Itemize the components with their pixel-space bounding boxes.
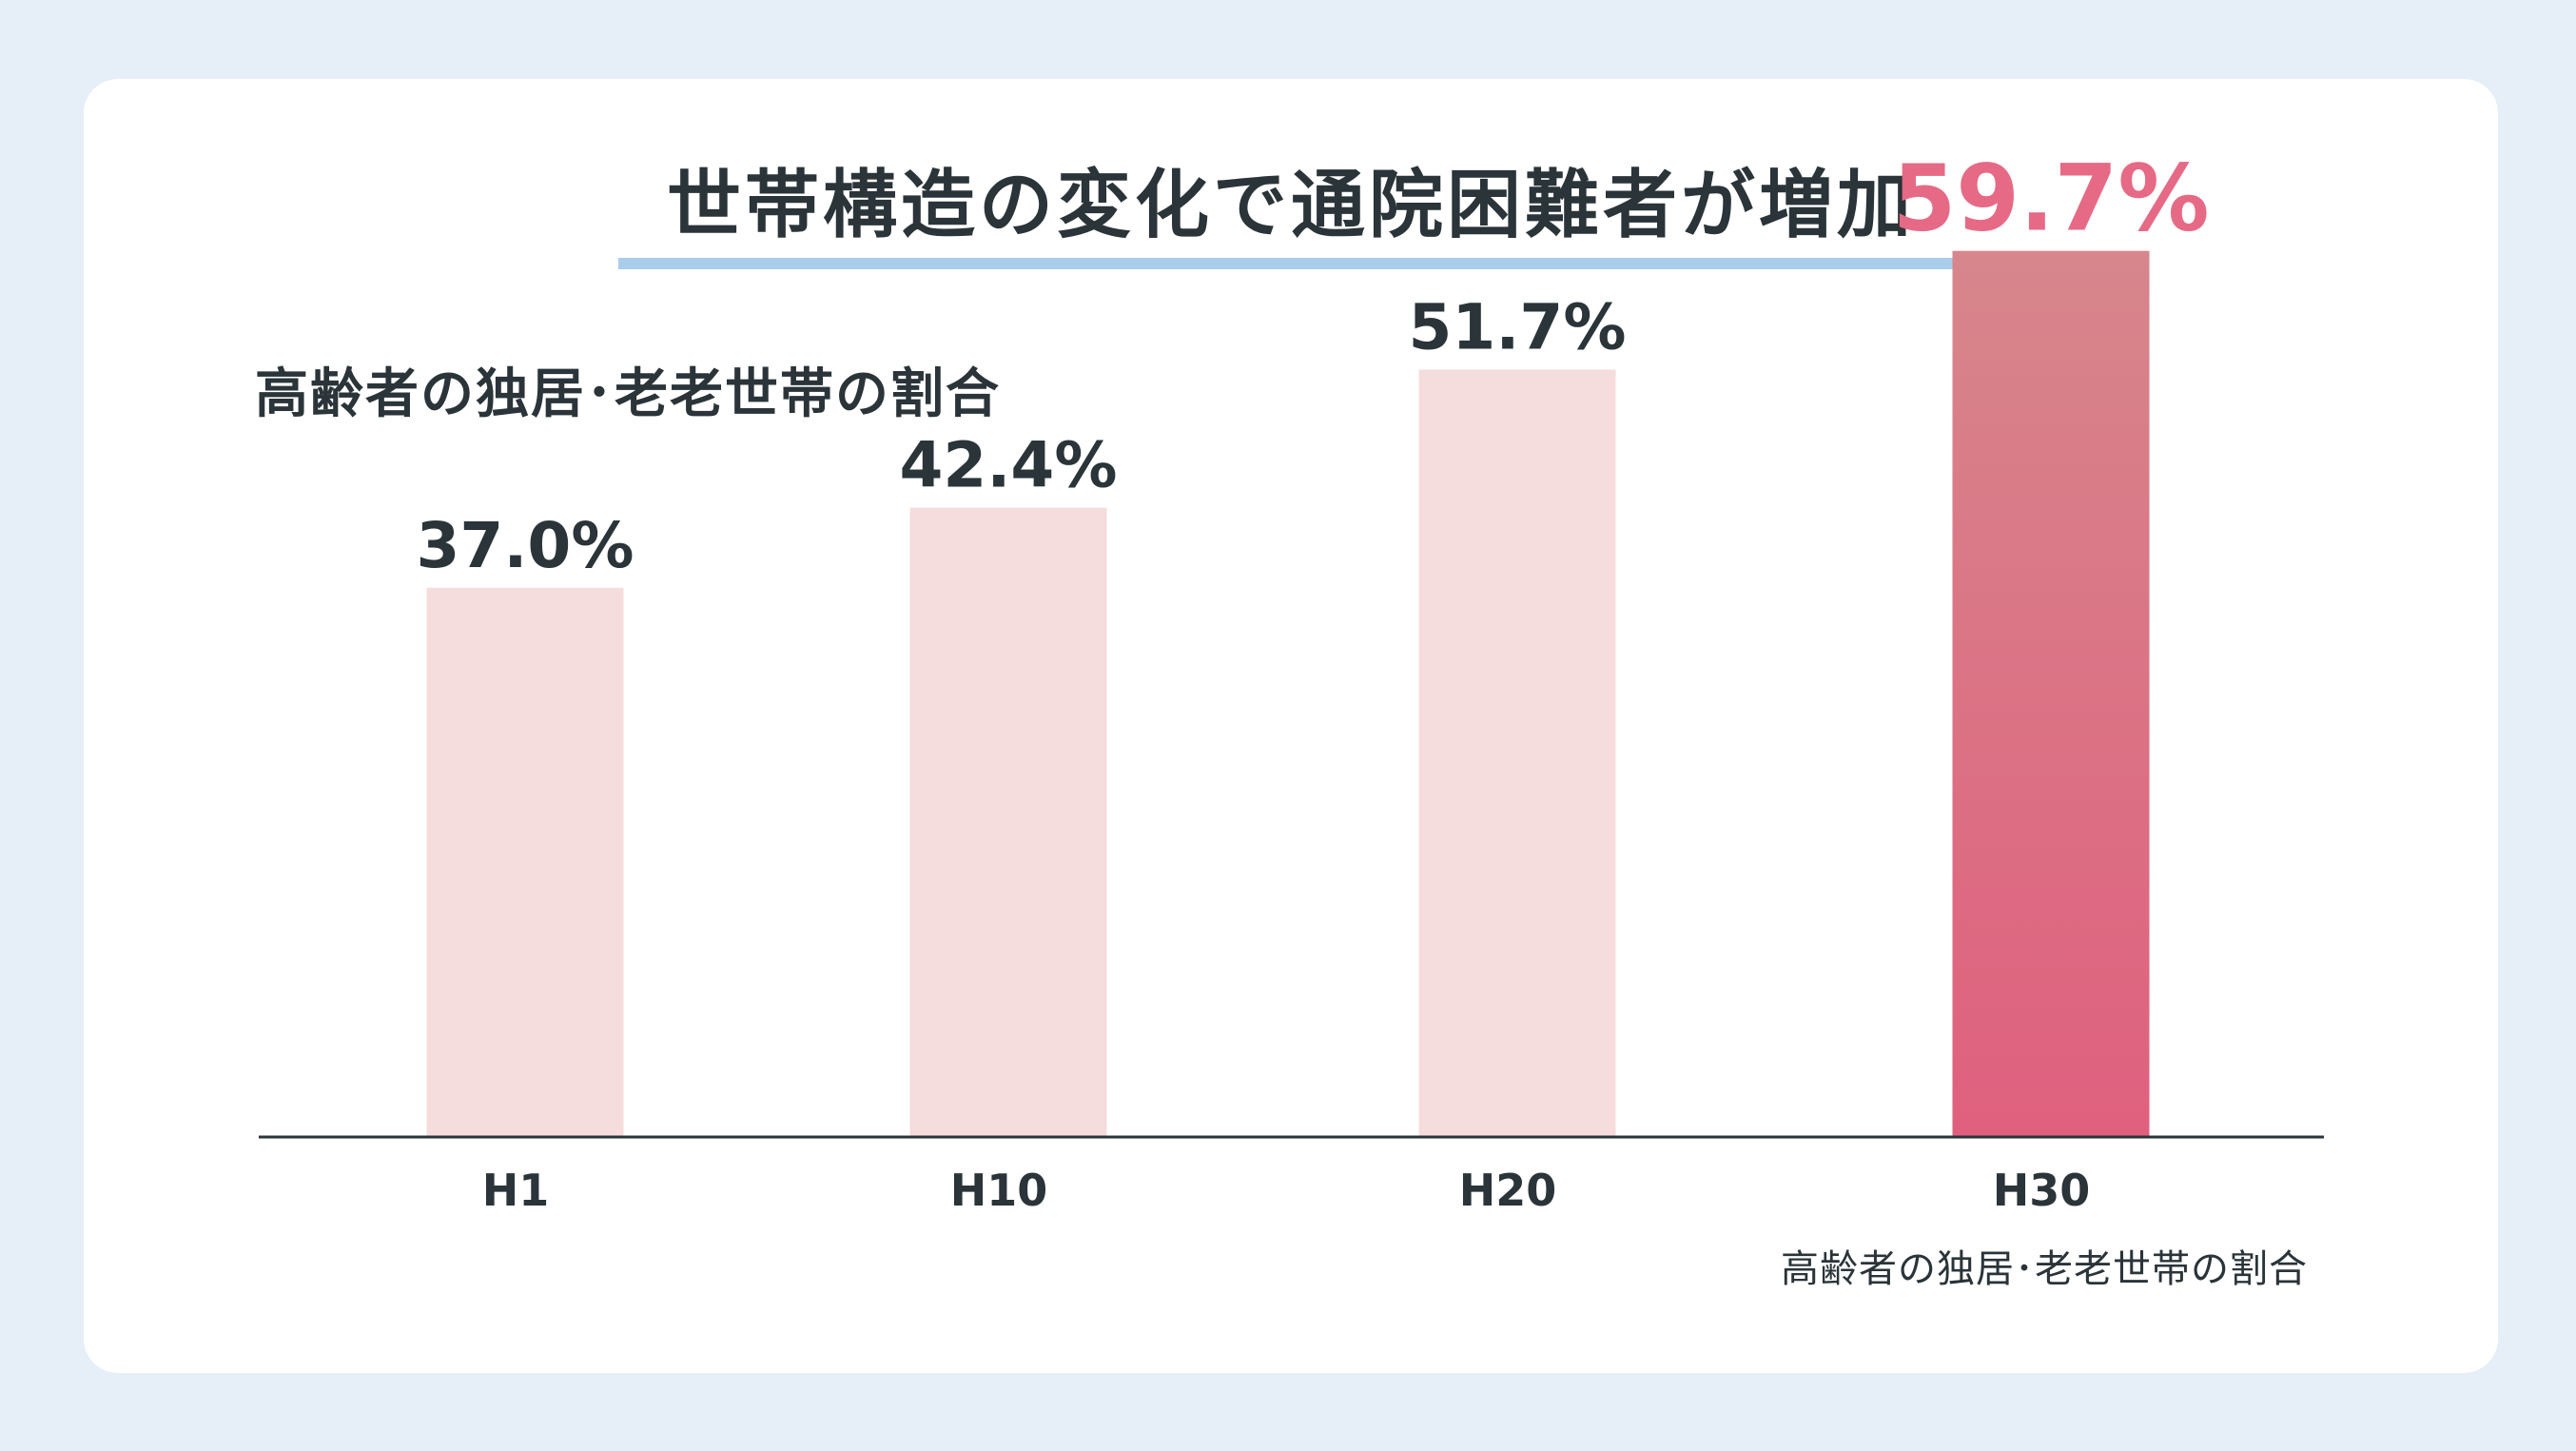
x-tick-label-h20: H20 [1459, 1165, 1557, 1216]
bar-h30 [1952, 250, 2150, 1137]
bar-h10 [909, 507, 1107, 1137]
chart-subtitle: 高齢者の独居･老老世帯の割合 [255, 363, 1001, 425]
chart-card: 世帯構造の変化で通院困難者が増加 高齢者の独居･老老世帯の割合 37.0% 42.… [84, 79, 2498, 1373]
bars-layer [426, 250, 2150, 1138]
value-label-h1: 37.0% [417, 509, 634, 582]
value-labels-layer: 37.0% 42.4% 51.7% 59.7% [417, 146, 2210, 582]
source-note: 高齢者の独居･老老世帯の割合 [1781, 1247, 2308, 1291]
page-title: 世帯構造の変化で通院困難者が増加 [666, 163, 1915, 248]
x-tick-label-h30: H30 [1993, 1165, 2091, 1216]
value-label-h20: 51.7% [1409, 290, 1627, 363]
x-tick-labels-layer: H1 H10 H20 H30 [482, 1165, 2091, 1216]
value-label-h30: 59.7% [1892, 146, 2209, 252]
title-underline [618, 258, 1958, 269]
bar-h20 [1418, 369, 1616, 1138]
x-tick-label-h1: H1 [482, 1165, 550, 1216]
x-tick-label-h10: H10 [950, 1165, 1048, 1216]
bar-h1 [426, 587, 624, 1137]
value-label-h10: 42.4% [900, 429, 1118, 502]
bar-chart: 37.0% 42.4% 51.7% 59.7% H1 H10 H20 H30 [259, 146, 2324, 1216]
